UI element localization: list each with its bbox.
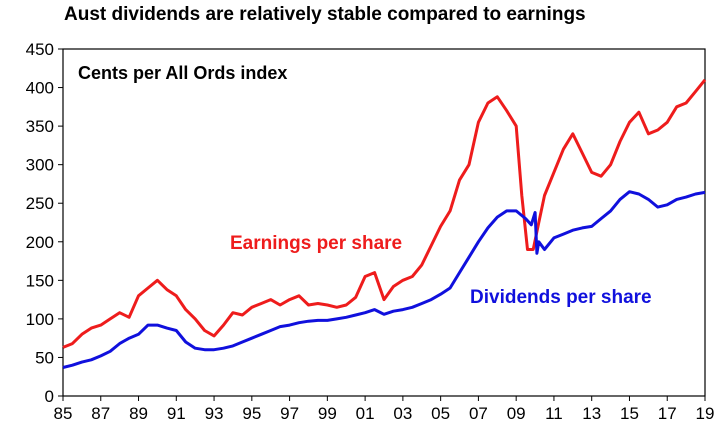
y-tick-label: 150 [26, 271, 54, 290]
x-tick-label: 01 [356, 404, 375, 423]
dividends-annotation: Dividends per share [470, 287, 652, 308]
chart-subtitle: Cents per All Ords index [78, 63, 287, 83]
earnings-line [62, 78, 707, 349]
chart-title: Aust dividends are relatively stable com… [64, 4, 586, 25]
earnings-annotation: Earnings per share [230, 233, 402, 254]
y-tick-label: 50 [35, 348, 54, 367]
x-tick-label: 89 [129, 404, 148, 423]
y-tick-label: 200 [26, 233, 54, 252]
x-tick-label: 93 [205, 404, 224, 423]
plot-border [62, 48, 706, 397]
y-tick-label: 0 [45, 387, 54, 406]
x-tick-label: 91 [167, 404, 186, 423]
x-tick-label: 15 [620, 404, 639, 423]
x-tick-label: 99 [318, 404, 337, 423]
x-tick-label: 13 [582, 404, 601, 423]
x-tick-label: 05 [431, 404, 450, 423]
y-tick-label: 250 [26, 194, 54, 213]
x-tick-label: 97 [280, 404, 299, 423]
x-tick-label: 87 [91, 404, 110, 423]
y-tick-label: 300 [26, 156, 54, 175]
x-tick-label: 95 [242, 404, 261, 423]
x-tick-label: 09 [507, 404, 526, 423]
x-tick-label: 03 [393, 404, 412, 423]
x-tick-label: 17 [658, 404, 677, 423]
y-tick-label: 350 [26, 117, 54, 136]
y-tick-label: 450 [26, 40, 54, 59]
x-tick-label: 11 [545, 404, 563, 423]
y-tick-label: 400 [26, 79, 54, 98]
x-tick-label: 85 [54, 404, 73, 423]
y-tick-label: 100 [26, 310, 54, 329]
dividends-line [62, 190, 706, 369]
x-tick-label: 07 [469, 404, 488, 423]
x-tick-label: 19 [696, 404, 715, 423]
